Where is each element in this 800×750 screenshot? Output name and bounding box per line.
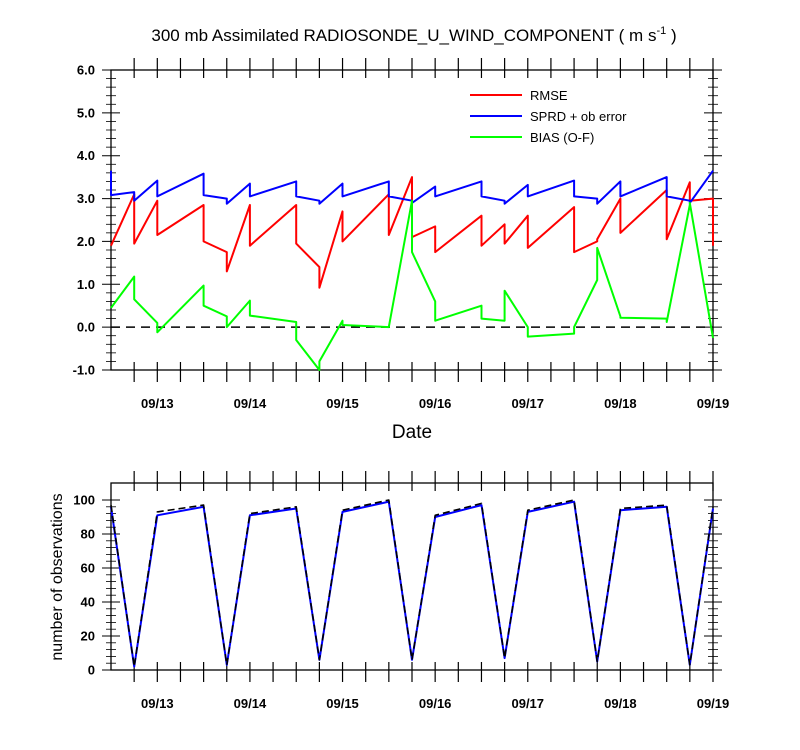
top-series-group	[110, 170, 714, 371]
top-ytick-label: 5.0	[77, 105, 95, 120]
top-ytick-label: 4.0	[77, 148, 95, 163]
top-ytick-label: 6.0	[77, 63, 95, 78]
bottom-series-line-possible	[110, 499, 714, 668]
bottom-series-line-used	[110, 500, 714, 668]
legend-label: SPRD + ob error	[530, 109, 627, 124]
bottom-xtick-label: 09/19	[697, 696, 730, 711]
bottom-xtick-label: 09/14	[234, 696, 267, 711]
bottom-ytick-label: 40	[81, 595, 95, 610]
top-series-line-bias-o-f	[110, 199, 714, 371]
x-axis-title: Date	[392, 422, 432, 443]
bottom-xtick-label: 09/16	[419, 696, 452, 711]
bottom-xtick-label: 09/18	[604, 696, 637, 711]
top-xtick-label: 09/13	[141, 396, 174, 411]
bottom-ytick-label: 60	[81, 561, 95, 576]
bottom-xtick-label: 09/17	[511, 696, 544, 711]
bottom-ytick-label: 0	[88, 663, 95, 678]
top-ytick-label: -1.0	[73, 363, 95, 378]
bottom-ytick-label: 100	[73, 493, 95, 508]
legend-label: BIAS (O-F)	[530, 130, 594, 145]
top-ytick-label: 3.0	[77, 191, 95, 206]
bottom-xtick-label: 09/15	[326, 696, 359, 711]
top-x-axis: 09/13 09/14 09/15 09/16 09/17 09/18 09/19	[133, 58, 730, 411]
bottom-plot-frame	[110, 482, 714, 671]
top-xtick-label: 09/14	[234, 396, 267, 411]
chart-title-main: 300 mb Assimilated RADIOSONDE_U_WIND_COM…	[151, 26, 656, 45]
bottom-ytick-label: 80	[81, 527, 95, 542]
top-ytick-label: 0.0	[77, 320, 95, 335]
bottom-x-axis: 09/13 09/14 09/15 09/16 09/17 09/18 09/19	[133, 471, 730, 711]
bottom-ytick-label: 20	[81, 629, 95, 644]
bottom-series-group	[110, 499, 714, 668]
top-ytick-label: 1.0	[77, 277, 95, 292]
bottom-xtick-label: 09/13	[141, 696, 174, 711]
legend-label: RMSE	[530, 88, 568, 103]
top-xtick-label: 09/15	[326, 396, 359, 411]
top-xtick-label: 09/17	[511, 396, 544, 411]
top-xtick-label: 09/16	[419, 396, 452, 411]
top-ytick-label: 2.0	[77, 234, 95, 249]
chart-title: 300 mb Assimilated RADIOSONDE_U_WIND_COM…	[151, 25, 676, 45]
legend: RMSE SPRD + ob error BIAS (O-F)	[470, 88, 627, 145]
bottom-y-axis-title: number of observations	[49, 493, 66, 660]
bottom-y-axis: 0 20 40 60 80 100	[73, 493, 722, 678]
top-xtick-label: 09/19	[697, 396, 730, 411]
chart-title-superscript: -1	[656, 25, 666, 37]
chart-title-end: )	[666, 26, 676, 45]
top-plot-panel: -1.00.01.02.03.04.05.06.0 09/13 09/14 09/1…	[73, 58, 730, 443]
top-xtick-label: 09/18	[604, 396, 637, 411]
